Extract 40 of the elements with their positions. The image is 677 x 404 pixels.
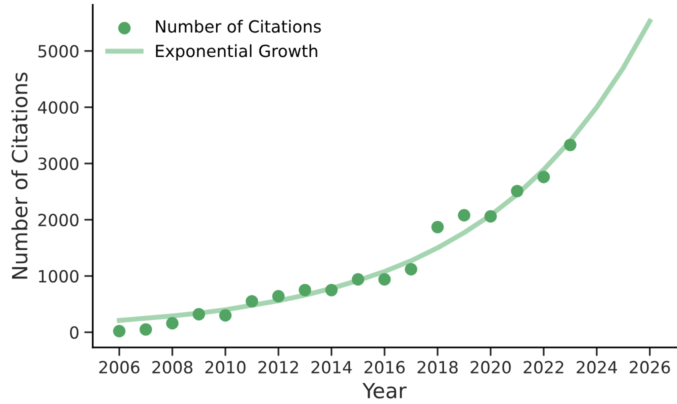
x-tick-label: 2016 [364, 360, 405, 374]
point [564, 138, 576, 152]
point [166, 317, 179, 330]
point [510, 184, 524, 198]
point [140, 323, 152, 336]
x-tick-label: 2022 [524, 360, 564, 374]
point [219, 309, 232, 322]
x-tick-label: 2010 [205, 360, 246, 374]
point [352, 273, 364, 286]
point [404, 263, 418, 276]
x-tick-label: 2012 [258, 360, 298, 374]
x-tick-label: 2018 [418, 360, 458, 374]
point [246, 295, 258, 308]
point [537, 170, 550, 184]
x-tick-label: 2020 [470, 360, 511, 374]
y-axis-title: Number of Citations [11, 72, 28, 279]
x-tick-label: 2014 [311, 360, 352, 374]
point [458, 209, 470, 222]
point [298, 284, 312, 296]
x-tick-label: 2006 [99, 360, 140, 374]
point [113, 324, 126, 338]
y-tick-label: 2000 [38, 214, 78, 226]
y-tick-label: 3000 [38, 157, 78, 170]
line-series [116, 18, 652, 323]
x-axis-title: Year [362, 382, 407, 398]
point [484, 210, 497, 223]
point [378, 273, 391, 286]
y-tick-label: 4000 [38, 101, 78, 114]
y-tick-label: 1000 [38, 270, 78, 283]
x-tick-label: 2008 [152, 360, 192, 374]
legend-label: Exponential Growth [156, 44, 318, 60]
point [192, 308, 206, 320]
point [431, 220, 444, 234]
y-tick-label: 5000 [38, 44, 78, 58]
point [325, 284, 338, 296]
legend-label: Number of Citations [156, 20, 321, 33]
x-tick-label: 2026 [630, 360, 670, 374]
point [272, 290, 285, 302]
x-tick-label: 2024 [576, 360, 618, 374]
y-tick-label: 0 [70, 326, 78, 339]
